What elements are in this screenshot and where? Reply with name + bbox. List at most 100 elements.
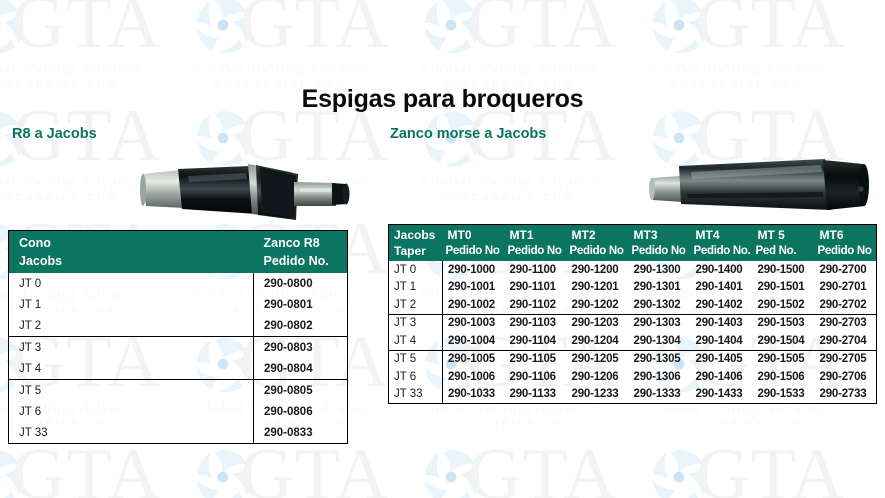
cell-order-number-mt4: 290-1406 <box>695 370 743 383</box>
header-pedido-no: Pedido No. <box>253 252 348 273</box>
cell-jacobs-taper: JT 0 <box>388 261 443 279</box>
cell-jacobs-taper: JT 0 <box>19 277 42 290</box>
cell-order-number-mt2: 290-1205 <box>566 349 629 368</box>
table-row: JT 4 290-0804 <box>9 358 348 380</box>
cell-order-number-mt6: 290-2705 <box>814 349 877 368</box>
cell-order-number-mt3: 290-1304 <box>633 334 681 347</box>
cell-order-number-mt5: 290-1533 <box>757 388 805 401</box>
cell-order-number-mt2: 290-1201 <box>571 281 619 294</box>
cell-order-number-mt5: 290-1506 <box>757 370 805 383</box>
header-zanco-r8: Zanco R8 <box>253 230 348 252</box>
cell-order-number-mt4: 290-1403 <box>690 313 753 332</box>
cell-order-number-mt1: 290-1106 <box>509 370 557 383</box>
header-mt-order-label-1: Pedido No <box>504 243 567 261</box>
cell-order-number-mt5: 290-1505 <box>752 349 815 368</box>
cell-order-number-mt3: 290-1300 <box>633 263 681 276</box>
cell-order-number-mt0: 290-1000 <box>448 263 495 276</box>
header-mt-3: MT3 <box>628 224 691 243</box>
cell-order-number: 290-0801 <box>253 294 348 315</box>
cell-order-number: 290-0803 <box>253 336 348 358</box>
cell-jacobs-taper: JT 2 <box>388 296 443 314</box>
table-mt-header-row-2: Taper Pedido No Pedido No Pedido No Pedido … <box>388 243 877 261</box>
cell-order-number-mt6: 290-2701 <box>819 281 867 294</box>
table-r8-header-row-1: Cono Zanco R8 <box>8 230 348 252</box>
cell-order-number-mt3: 290-1333 <box>633 388 681 401</box>
table-row: JT 6 290-0806 <box>9 401 348 422</box>
cell-order-number-mt5: 290-1502 <box>757 298 805 311</box>
header-mt-2: MT2 <box>566 224 629 243</box>
cell-order-number: 290-0802 <box>253 315 348 337</box>
cell-order-number-mt2: 290-1203 <box>566 313 629 332</box>
header-mt-order-label-0: Pedido No <box>442 243 505 261</box>
cell-order-number-mt5: 290-1501 <box>757 281 805 294</box>
cell-jacobs-taper: JT 33 <box>388 385 443 404</box>
header-jacobs: Jacobs <box>8 252 254 273</box>
cell-jacobs-taper: JT 4 <box>388 332 443 350</box>
table-row: JT 33 290-1033 290-1133 290-1233 290-1333 290… <box>388 385 877 404</box>
cell-order-number: 290-0805 <box>253 379 348 401</box>
header-mt-0: MT0 <box>442 224 505 243</box>
cell-jacobs-taper: JT 5 <box>388 349 443 368</box>
cell-order-number-mt1: 290-1103 <box>504 313 567 332</box>
table-row: JT 3 290-0803 <box>8 336 348 358</box>
cell-order-number-mt4: 290-1400 <box>695 263 743 276</box>
cell-order-number-mt2: 290-1233 <box>571 388 619 401</box>
cell-order-number-mt4: 290-1402 <box>695 298 743 311</box>
cell-order-number-mt3: 290-1305 <box>628 349 691 368</box>
cell-jacobs-taper: JT 33 <box>19 426 48 439</box>
cell-order-number-mt1: 290-1105 <box>504 349 567 368</box>
cell-order-number-mt1: 290-1100 <box>509 263 557 276</box>
r8-to-jacobs-arbor-photo <box>140 164 350 220</box>
cell-order-number-mt6: 290-2733 <box>819 388 867 401</box>
header-mt-4: MT4 <box>690 224 753 243</box>
table-row: JT 2 290-0802 <box>9 315 348 337</box>
cell-order-number-mt0: 290-1006 <box>448 370 495 383</box>
cell-order-number-mt6: 290-2703 <box>814 313 877 332</box>
cell-order-number-mt5: 290-1503 <box>752 313 815 332</box>
cell-order-number-mt0: 290-1001 <box>448 281 495 294</box>
cell-jacobs-taper: JT 4 <box>19 362 42 375</box>
cell-order-number-mt6: 290-2704 <box>819 334 867 347</box>
section-heading-r8: R8 a Jacobs <box>12 126 97 142</box>
cell-order-number-mt2: 290-1206 <box>571 370 619 383</box>
header-mt-order-label-3: Pedido No <box>628 243 691 261</box>
cell-jacobs-taper: JT 2 <box>19 319 42 332</box>
header-mt-1: MT1 <box>504 224 567 243</box>
cell-order-number-mt4: 290-1401 <box>695 281 743 294</box>
cell-jacobs-taper: JT 5 <box>8 379 254 401</box>
table-row: JT 6 290-1006 290-1106 290-1206 290-1306 290-… <box>388 368 877 386</box>
cell-order-number-mt1: 290-1133 <box>509 388 557 401</box>
table-row: JT 5 290-0805 <box>8 379 348 401</box>
header-taper: Taper <box>388 243 443 261</box>
cell-order-number: 290-0800 <box>253 273 348 294</box>
section-heading-morse: Zanco morse a Jacobs <box>390 126 547 142</box>
cell-jacobs-taper: JT 6 <box>19 405 42 418</box>
cell-order-number-mt5: 290-1504 <box>757 334 805 347</box>
cell-order-number: 290-0806 <box>253 401 348 422</box>
header-mt-order-label-2: Pedido No <box>566 243 629 261</box>
cell-order-number-mt2: 290-1204 <box>571 334 619 347</box>
cell-jacobs-taper: JT 1 <box>19 298 42 311</box>
cell-order-number-mt6: 290-2700 <box>819 263 867 276</box>
cell-order-number-mt3: 290-1301 <box>633 281 681 294</box>
cell-order-number-mt2: 290-1200 <box>571 263 619 276</box>
header-mt-order-label-6: Pedido No <box>814 243 877 261</box>
header-cono: Cono <box>8 230 254 252</box>
table-row: JT 3 290-1003 290-1103 290-1203 290-1303 290-… <box>388 313 877 332</box>
table-row: JT 5 290-1005 290-1105 290-1205 290-1305 290-… <box>388 349 877 368</box>
cell-order-number-mt0: 290-1003 <box>442 313 505 332</box>
cell-order-number-mt1: 290-1101 <box>509 281 557 294</box>
cell-jacobs-taper: JT 6 <box>388 368 443 386</box>
cell-order-number: 290-0833 <box>253 422 348 444</box>
table-row: JT 2 290-1002 290-1102 290-1202 290-1302 290-… <box>388 296 877 314</box>
cell-jacobs-taper: JT 1 <box>388 278 443 296</box>
cell-order-number: 290-0804 <box>253 358 348 380</box>
cell-order-number-mt4: 290-1404 <box>695 334 743 347</box>
cell-order-number-mt4: 290-1405 <box>690 349 753 368</box>
table-r8-to-jacobs: Cono Zanco R8 Jacobs Pedido No. JT 0 290-… <box>8 230 348 444</box>
cell-order-number-mt0: 290-1005 <box>442 349 505 368</box>
table-row: JT 0 290-0800 <box>9 273 348 294</box>
table-row: JT 1 290-0801 <box>9 294 348 315</box>
header-mt-order-label-5: Ped No. <box>752 243 815 261</box>
header-mt-6: MT6 <box>814 224 877 243</box>
